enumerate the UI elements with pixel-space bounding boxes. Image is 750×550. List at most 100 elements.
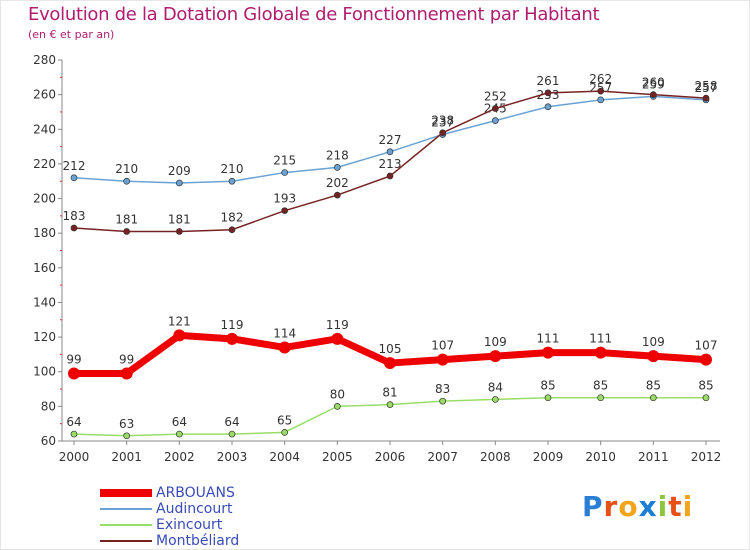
y-tick-label: 140 xyxy=(33,295,56,309)
data-point-arbouans xyxy=(226,332,238,345)
data-label-exincourt: 81 xyxy=(382,386,397,400)
chart-subtitle: (en € et par an) xyxy=(28,28,115,41)
data-point-montbeliard xyxy=(281,207,289,215)
data-point-arbouans xyxy=(68,367,80,380)
x-tick-label: 2005 xyxy=(322,450,353,464)
data-point-montbeliard xyxy=(386,172,394,180)
data-point-exincourt xyxy=(386,401,394,408)
data-point-audincourt xyxy=(597,96,605,104)
data-label-arbouans: 111 xyxy=(589,332,612,346)
logo-letter: x xyxy=(638,490,658,523)
data-point-montbeliard xyxy=(597,87,605,95)
data-label-exincourt: 64 xyxy=(224,415,239,429)
data-label-exincourt: 84 xyxy=(488,380,503,394)
data-label-exincourt: 85 xyxy=(593,379,608,393)
data-point-arbouans xyxy=(331,332,344,345)
data-point-exincourt xyxy=(333,403,341,410)
data-label-arbouans: 99 xyxy=(66,352,81,366)
data-point-audincourt xyxy=(175,179,183,187)
data-label-montbeliard: 193 xyxy=(273,192,296,206)
data-label-montbeliard: 182 xyxy=(221,211,244,225)
legend-swatch-exincourt xyxy=(100,524,152,526)
x-tick-label: 2003 xyxy=(217,450,248,464)
data-point-arbouans xyxy=(173,329,186,342)
x-tick-label: 2004 xyxy=(269,450,300,464)
data-point-arbouans xyxy=(278,341,291,354)
y-tick-label: 80 xyxy=(41,399,56,413)
data-point-exincourt xyxy=(281,428,289,436)
data-point-exincourt xyxy=(544,394,552,402)
logo-letter: i xyxy=(682,490,694,523)
legend-label-audincourt: Audincourt xyxy=(156,501,233,517)
data-label-montbeliard: 258 xyxy=(695,79,718,93)
data-point-arbouans xyxy=(384,357,396,370)
logo-letter: i xyxy=(657,490,669,523)
data-point-arbouans xyxy=(542,346,554,359)
data-point-montbeliard xyxy=(70,224,78,232)
data-point-exincourt xyxy=(175,430,183,438)
x-tick-label: 2006 xyxy=(375,450,406,464)
data-point-exincourt xyxy=(649,394,657,402)
data-point-arbouans xyxy=(700,353,712,366)
legend-item-exincourt: Exincourt xyxy=(100,517,239,533)
data-label-audincourt: 210 xyxy=(221,162,244,176)
legend-item-arbouans: ARBOUANS xyxy=(100,485,239,501)
data-label-montbeliard: 213 xyxy=(379,157,402,171)
y-tick-label: 180 xyxy=(33,226,56,240)
data-label-audincourt: 237 xyxy=(431,115,454,129)
data-label-audincourt: 210 xyxy=(115,162,138,176)
data-label-exincourt: 85 xyxy=(698,379,713,393)
x-tick-label: 2010 xyxy=(585,450,616,464)
x-tick-label: 2001 xyxy=(111,450,142,464)
x-tick-label: 2008 xyxy=(480,450,511,464)
data-label-arbouans: 121 xyxy=(168,314,191,328)
data-label-arbouans: 99 xyxy=(119,352,134,366)
data-label-arbouans: 107 xyxy=(431,339,454,353)
data-label-montbeliard: 183 xyxy=(63,209,86,223)
data-point-arbouans xyxy=(436,353,449,366)
data-point-exincourt xyxy=(439,397,447,405)
data-label-arbouans: 111 xyxy=(537,332,560,346)
x-tick-label: 2012 xyxy=(691,450,722,464)
data-label-montbeliard: 181 xyxy=(115,212,138,226)
data-point-audincourt xyxy=(544,103,552,111)
data-point-exincourt xyxy=(123,432,131,440)
data-point-montbeliard xyxy=(649,91,657,98)
data-point-exincourt xyxy=(70,430,78,438)
data-point-arbouans xyxy=(594,346,607,359)
plot-area: 60 80 100 120 140 160 180 200 220 240 260 280 2000 20… xyxy=(33,53,722,464)
data-label-exincourt: 65 xyxy=(277,413,292,427)
data-point-montbeliard xyxy=(123,228,131,235)
legend-swatch-arbouans xyxy=(100,489,152,497)
data-point-audincourt xyxy=(123,177,131,185)
data-label-montbeliard: 262 xyxy=(589,72,612,86)
data-point-audincourt xyxy=(491,117,499,124)
legend-swatch-montbeliard xyxy=(100,540,152,542)
y-tick-label: 120 xyxy=(33,330,56,344)
data-label-exincourt: 80 xyxy=(330,387,345,401)
data-point-arbouans xyxy=(489,350,502,363)
data-label-arbouans: 105 xyxy=(379,342,402,356)
data-point-montbeliard xyxy=(439,129,447,137)
data-point-exincourt xyxy=(491,396,499,403)
x-tick-label: 2002 xyxy=(164,450,195,464)
y-tick-label: 200 xyxy=(33,192,56,206)
data-label-montbeliard: 202 xyxy=(326,176,349,190)
data-label-exincourt: 64 xyxy=(66,415,81,429)
logo-letter: o xyxy=(618,490,639,523)
data-label-arbouans: 109 xyxy=(484,335,507,349)
data-label-montbeliard: 261 xyxy=(537,74,560,88)
chart-title: Evolution de la Dotation Globale de Fonc… xyxy=(28,4,600,25)
data-point-audincourt xyxy=(228,177,236,185)
legend-swatch-audincourt xyxy=(100,508,152,510)
y-tick-label: 240 xyxy=(33,122,56,136)
data-point-audincourt xyxy=(333,164,341,171)
data-label-audincourt: 259 xyxy=(642,77,665,91)
data-point-montbeliard xyxy=(544,89,552,97)
legend-label-arbouans: ARBOUANS xyxy=(156,485,235,501)
y-tick-label: 160 xyxy=(33,261,56,275)
data-label-audincourt: 257 xyxy=(695,81,718,95)
data-label-audincourt: 227 xyxy=(379,133,402,147)
data-point-montbeliard xyxy=(175,228,183,235)
